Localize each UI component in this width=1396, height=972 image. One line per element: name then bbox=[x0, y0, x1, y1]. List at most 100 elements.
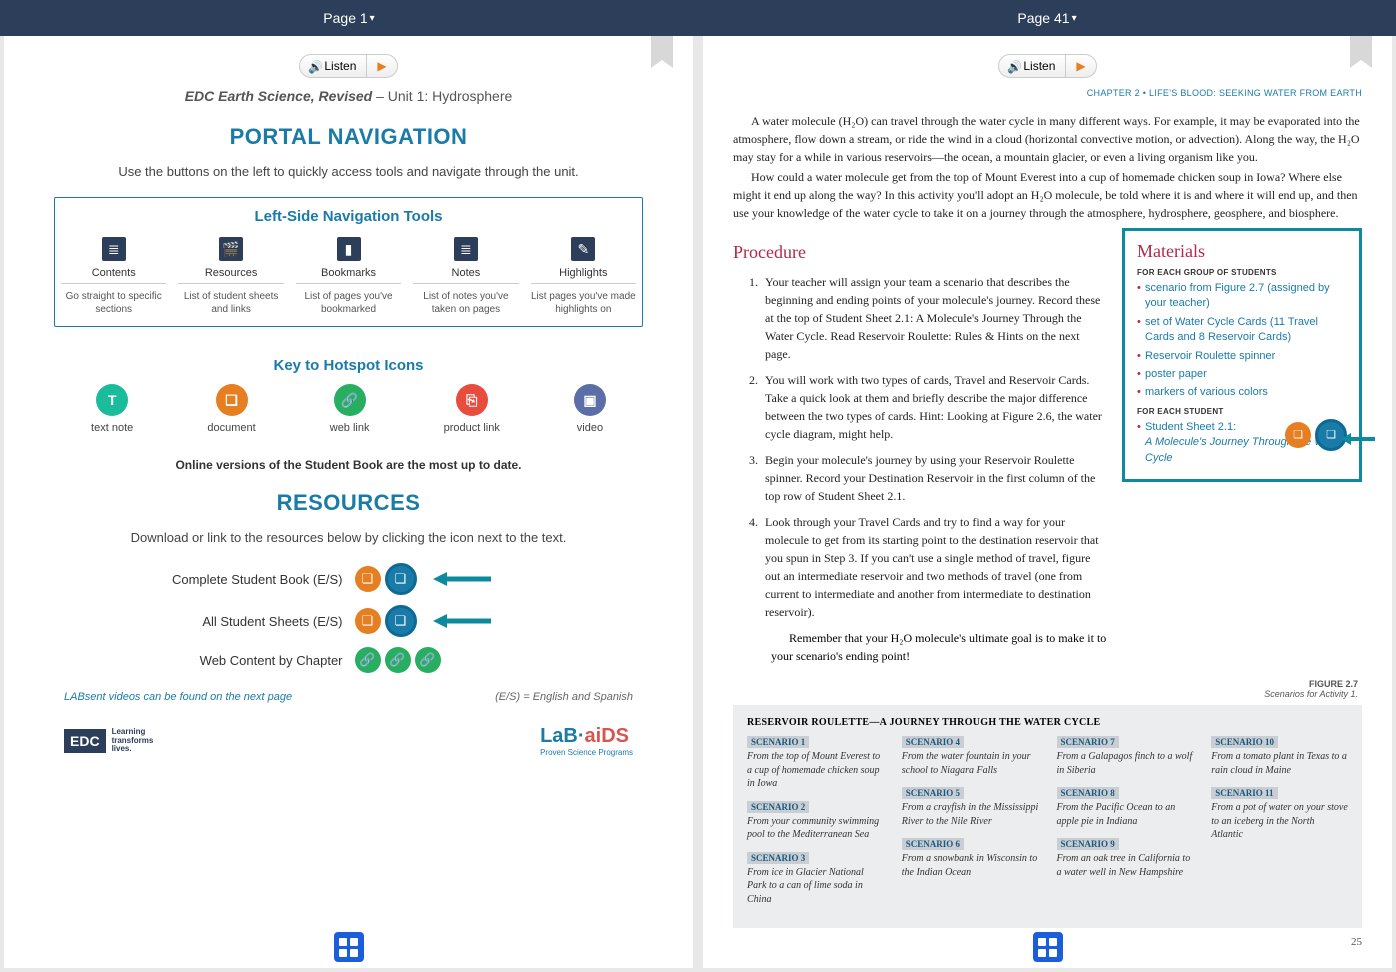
edc-logo: EDC Learningtransformslives. bbox=[64, 728, 153, 754]
footnotes: LABsent videos can be found on the next … bbox=[64, 691, 633, 703]
page-selector-right[interactable]: Page 41▾ bbox=[698, 0, 1396, 36]
foot-right: (E/S) = English and Spanish bbox=[495, 691, 633, 703]
document-icon[interactable]: ❏ bbox=[355, 566, 381, 592]
nav-desc: Go straight to specific sections bbox=[61, 283, 166, 316]
scenario-text: From ice in Glacier National Park to a c… bbox=[747, 866, 884, 907]
scenario-item: SCENARIO 3 From ice in Glacier National P… bbox=[747, 852, 884, 907]
nav-desc: List of student sheets and links bbox=[178, 283, 283, 316]
scenario-text: From the top of Mount Everest to a cup o… bbox=[747, 750, 884, 791]
hotspot-icon: T bbox=[96, 384, 128, 416]
arrow-left-icon bbox=[433, 612, 493, 630]
nav-icon: ≣ bbox=[102, 237, 126, 261]
nav-tool-notes[interactable]: ≣ Notes List of notes you've taken on pa… bbox=[407, 233, 524, 326]
material-item: scenario from Figure 2.7 (assigned by yo… bbox=[1137, 281, 1347, 312]
resource-label: All Student Sheets (E/S) bbox=[64, 614, 355, 629]
scenario-label: SCENARIO 1 bbox=[747, 736, 809, 748]
nav-label: Notes bbox=[413, 267, 518, 279]
materials-box: Materials FOR EACH GROUP OF STUDENTS sce… bbox=[1122, 228, 1362, 482]
nav-icon: ✎ bbox=[571, 237, 595, 261]
materials-subhead: FOR EACH STUDENT bbox=[1137, 407, 1347, 416]
scenario-item: SCENARIO 6From a snowbank in Wisconsin t… bbox=[902, 838, 1039, 879]
hotspot-label: web link bbox=[330, 422, 370, 434]
paragraph: How could a water molecule get from the … bbox=[733, 168, 1362, 222]
page-number: 25 bbox=[1351, 936, 1362, 948]
link-icon[interactable]: 🔗 bbox=[415, 647, 441, 673]
listen-button[interactable]: 🔊 Listen ▶ bbox=[998, 54, 1096, 78]
nav-label: Bookmarks bbox=[296, 267, 401, 279]
resource-label: Complete Student Book (E/S) bbox=[64, 572, 355, 587]
page-left-label: Page 1 bbox=[323, 10, 367, 26]
thumbnails-button[interactable] bbox=[334, 932, 364, 962]
nav-tool-bookmarks[interactable]: ▮ Bookmarks List of pages you've bookmar… bbox=[290, 233, 407, 326]
chevron-down-icon: ▾ bbox=[370, 13, 375, 24]
hotspot-document: ❏ document bbox=[207, 384, 255, 434]
foot-left: LABsent videos can be found on the next … bbox=[64, 691, 292, 703]
thumbnails-button[interactable] bbox=[1033, 932, 1063, 962]
resource-row: Complete Student Book (E/S)❏❏ bbox=[64, 563, 633, 595]
book-title: EDC Earth Science, Revised – Unit 1: Hyd… bbox=[34, 88, 663, 104]
page-left: 🔊 Listen ▶ EDC Earth Science, Revised – U… bbox=[4, 36, 693, 968]
scenario-label: SCENARIO 3 bbox=[747, 852, 809, 864]
scenario-label: SCENARIO 5 bbox=[902, 787, 964, 799]
speaker-icon: 🔊 bbox=[1007, 60, 1019, 72]
topbar: Page 1▾ Page 41▾ bbox=[0, 0, 1396, 36]
procedure-step: You will work with two types of cards, T… bbox=[761, 371, 1108, 443]
listen-label: Listen bbox=[324, 59, 356, 73]
portal-intro: Use the buttons on the left to quickly a… bbox=[34, 164, 663, 179]
listen-button[interactable]: 🔊 Listen ▶ bbox=[299, 54, 397, 78]
play-icon: ▶ bbox=[1066, 55, 1095, 77]
hotspot-title: Key to Hotspot Icons bbox=[54, 351, 643, 384]
document-icon[interactable]: ❏ bbox=[355, 608, 381, 634]
portal-heading: PORTAL NAVIGATION bbox=[34, 124, 663, 150]
scenario-text: From a tomato plant in Texas to a rain c… bbox=[1211, 750, 1348, 777]
scenario-text: From a pot of water on your stove to an … bbox=[1211, 801, 1348, 842]
page-selector-left[interactable]: Page 1▾ bbox=[0, 0, 698, 36]
chevron-down-icon: ▾ bbox=[1072, 13, 1077, 24]
play-icon: ▶ bbox=[367, 55, 396, 77]
scenario-text: From a Galapagos finch to a wolf in Sibe… bbox=[1057, 750, 1194, 777]
material-item: set of Water Cycle Cards (11 Travel Card… bbox=[1137, 315, 1347, 346]
nav-icon: ≣ bbox=[454, 237, 478, 261]
nav-label: Highlights bbox=[531, 267, 636, 279]
scenario-item: SCENARIO 9From an oak tree in California… bbox=[1057, 838, 1194, 879]
scenario-label: SCENARIO 2 bbox=[747, 801, 809, 813]
procedure-title: Procedure bbox=[733, 242, 1108, 263]
hotspot-icon: ⎘ bbox=[456, 384, 488, 416]
resource-row: Web Content by Chapter🔗🔗🔗 bbox=[64, 647, 633, 673]
nav-tool-highlights[interactable]: ✎ Highlights List pages you've made high… bbox=[525, 233, 642, 326]
link-icon[interactable]: 🔗 bbox=[385, 647, 411, 673]
scenario-item: SCENARIO 11From a pot of water on your s… bbox=[1211, 787, 1348, 842]
procedure-step: Begin your molecule's journey by using y… bbox=[761, 451, 1108, 505]
page-right-label: Page 41 bbox=[1017, 10, 1069, 26]
paragraph: A water molecule (H₂O) can travel throug… bbox=[733, 112, 1362, 166]
nav-tools-box: Left-Side Navigation Tools ≣ Contents Go… bbox=[54, 197, 643, 327]
hotspot-label: product link bbox=[444, 422, 500, 434]
scenario-text: From a snowbank in Wisconsin to the Indi… bbox=[902, 852, 1039, 879]
hotspot-icon: 🔗 bbox=[334, 384, 366, 416]
scenario-column: SCENARIO 4From the water fountain in you… bbox=[902, 736, 1039, 916]
materials-title: Materials bbox=[1137, 241, 1347, 262]
procedure-step: Your teacher will assign your team a sce… bbox=[761, 273, 1108, 363]
nav-tool-resources[interactable]: 🎬 Resources List of student sheets and l… bbox=[172, 233, 289, 326]
note-line: Online versions of the Student Book are … bbox=[34, 458, 663, 472]
nav-icon: 🎬 bbox=[219, 237, 243, 261]
listen-label: Listen bbox=[1023, 59, 1055, 73]
scenario-text: From the Pacific Ocean to an apple pie i… bbox=[1057, 801, 1194, 828]
document-icon[interactable]: ❏ bbox=[385, 605, 417, 637]
nav-icon: ▮ bbox=[337, 237, 361, 261]
scenarios-title: RESERVOIR ROULETTE—A JOURNEY THROUGH THE… bbox=[747, 717, 1348, 728]
scenario-text: From a crayfish in the Mississippi River… bbox=[902, 801, 1039, 828]
resource-row: All Student Sheets (E/S)❏❏ bbox=[64, 605, 633, 637]
speaker-icon: 🔊 bbox=[308, 60, 320, 72]
nav-desc: List of pages you've bookmarked bbox=[296, 283, 401, 316]
document-icon[interactable]: ❏ bbox=[385, 563, 417, 595]
scenario-text: From the water fountain in your school t… bbox=[902, 750, 1039, 777]
link-icon[interactable]: 🔗 bbox=[355, 647, 381, 673]
material-item: poster paper bbox=[1137, 367, 1347, 382]
nav-tool-contents[interactable]: ≣ Contents Go straight to specific secti… bbox=[55, 233, 172, 326]
document-icon[interactable]: ❏ bbox=[1285, 422, 1311, 448]
resources-heading: RESOURCES bbox=[34, 490, 663, 516]
scenario-label: SCENARIO 9 bbox=[1057, 838, 1119, 850]
logos: EDC Learningtransformslives. LaB·aiDS Pr… bbox=[64, 725, 633, 757]
hotspot-icon: ▣ bbox=[574, 384, 606, 416]
